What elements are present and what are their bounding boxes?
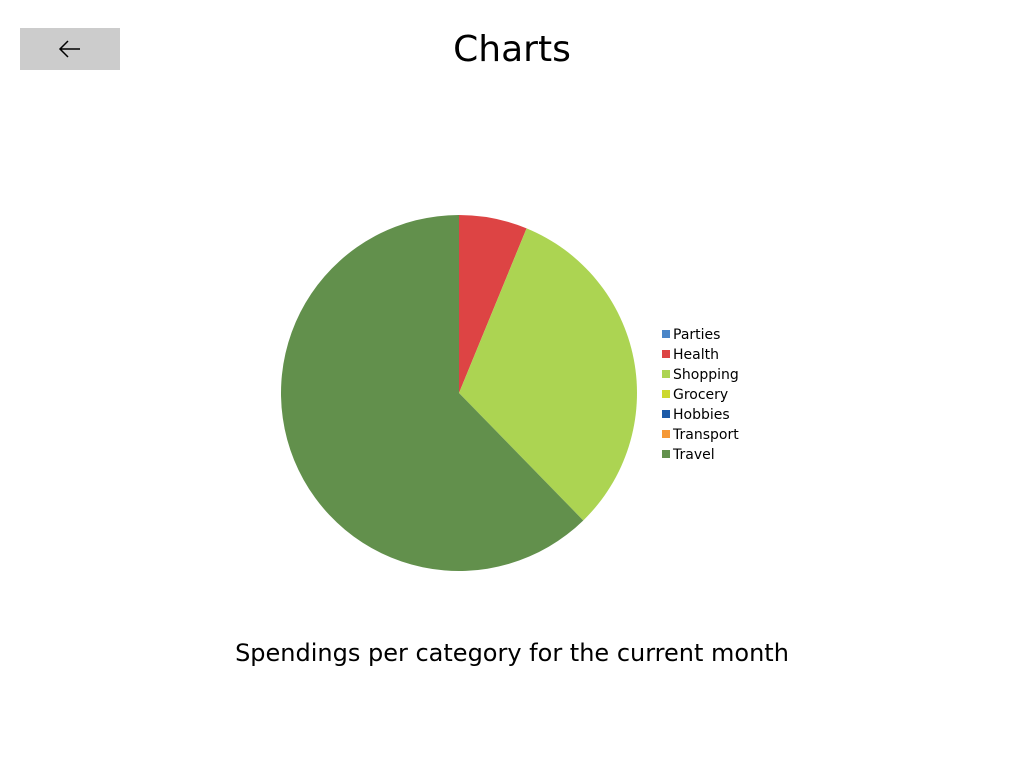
legend-label-shopping: Shopping <box>673 367 739 383</box>
legend-label-hobbies: Hobbies <box>673 407 730 423</box>
legend-label-grocery: Grocery <box>673 387 728 403</box>
back-button[interactable] <box>20 28 120 70</box>
legend-swatch-hobbies <box>662 410 670 418</box>
legend-swatch-shopping <box>662 370 670 378</box>
legend-swatch-grocery <box>662 390 670 398</box>
legend-swatch-travel <box>662 450 670 458</box>
pie-slice-health <box>459 215 527 393</box>
legend-label-transport: Transport <box>672 427 739 443</box>
arrow-left-icon <box>58 40 80 58</box>
legend-swatch-transport <box>662 430 670 438</box>
pie-slice-travel <box>281 215 584 572</box>
page-title: Charts <box>453 29 571 70</box>
pie-slices <box>281 215 637 572</box>
pie-chart: Parties Health Shopping Grocery Hobbies Trans… <box>281 215 739 572</box>
legend-label-parties: Parties <box>673 327 720 343</box>
legend-swatch-health <box>662 350 670 358</box>
legend-label-travel: Travel <box>672 447 715 463</box>
chart-legend: Parties Health Shopping Grocery Hobbies Trans… <box>662 327 739 463</box>
chart-caption: Spendings per category for the current m… <box>235 639 789 667</box>
legend-swatch-parties <box>662 330 670 338</box>
pie-slice-shopping <box>459 228 637 521</box>
legend-label-health: Health <box>673 347 719 363</box>
